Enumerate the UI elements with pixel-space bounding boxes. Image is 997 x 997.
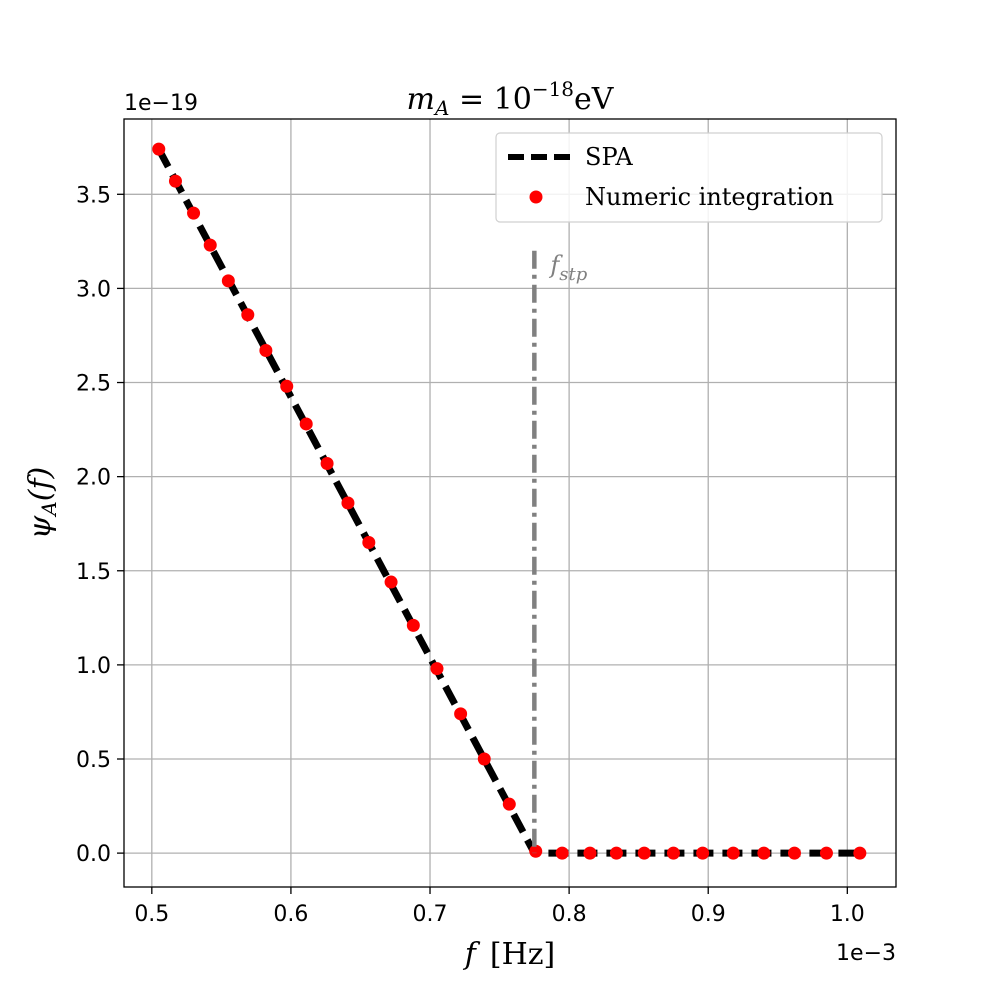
- title-sup: −18: [532, 77, 574, 101]
- legend-swatch-numeric: [529, 190, 543, 204]
- data-point-numeric: [168, 174, 182, 188]
- data-point-numeric: [384, 575, 398, 589]
- data-point-numeric: [502, 797, 516, 811]
- data-point-numeric: [187, 206, 201, 220]
- data-point-numeric: [221, 274, 235, 288]
- data-point-numeric: [637, 846, 651, 860]
- grid: [124, 119, 896, 887]
- data-point-numeric: [320, 456, 334, 470]
- chart-title: mA = 10−18eV: [407, 77, 615, 120]
- x-tick-label: 0.5: [134, 902, 169, 927]
- annotation-layer: fstp: [532, 250, 588, 854]
- fstp-label-sub: stp: [559, 264, 587, 285]
- y-tick-label: 0.0: [76, 842, 111, 867]
- y-axis-label: ψA(f): [23, 467, 61, 540]
- y-offset-label: 1e−19: [124, 91, 198, 116]
- x-tick-label: 0.9: [691, 902, 726, 927]
- data-point-numeric: [152, 142, 166, 156]
- data-point-numeric: [341, 496, 355, 510]
- series-layer: [152, 142, 867, 860]
- y-tick-label: 1.0: [76, 654, 111, 679]
- data-point-numeric: [787, 846, 801, 860]
- data-point-numeric: [666, 846, 680, 860]
- data-point-numeric: [203, 238, 217, 252]
- fstp-label: fstp: [548, 251, 587, 285]
- x-tick-label: 1.0: [830, 902, 865, 927]
- x-axis-label: f [Hz]: [463, 937, 556, 972]
- data-point-numeric: [259, 344, 273, 358]
- x-label-unit: [Hz]: [490, 937, 555, 972]
- data-point-numeric: [529, 844, 543, 858]
- data-point-numeric: [609, 846, 623, 860]
- y-label-base: ψ: [23, 515, 58, 539]
- title-unit: eV: [574, 82, 615, 117]
- y-tick-label: 3.5: [76, 183, 111, 208]
- x-tick-label: 0.6: [273, 902, 308, 927]
- data-point-numeric: [477, 752, 491, 766]
- y-tick-label: 1.5: [76, 560, 111, 585]
- x-label-var: f: [463, 937, 481, 972]
- legend-label-spa: SPA: [585, 143, 633, 171]
- x-tick-label: 0.8: [552, 902, 587, 927]
- data-point-numeric: [583, 846, 597, 860]
- data-point-numeric: [819, 846, 833, 860]
- plot-frame: [123, 118, 897, 888]
- title-eq: = 10: [449, 82, 531, 117]
- x-tick-label: 0.7: [413, 902, 448, 927]
- title-base: m: [407, 82, 435, 117]
- data-point-numeric: [853, 846, 867, 860]
- data-point-numeric: [454, 707, 468, 721]
- y-label-arg: (f): [23, 467, 58, 502]
- data-point-numeric: [757, 846, 771, 860]
- data-point-numeric: [555, 846, 569, 860]
- series-line-spa: [155, 147, 862, 857]
- data-point-numeric: [241, 308, 255, 322]
- data-point-numeric: [362, 536, 376, 550]
- data-point-numeric: [299, 417, 313, 431]
- x-offset-label: 1e−3: [836, 941, 896, 966]
- title-sub: A: [433, 96, 449, 120]
- y-tick-label: 0.5: [76, 748, 111, 773]
- legend-label-numeric: Numeric integration: [585, 183, 834, 211]
- data-point-numeric: [406, 618, 420, 632]
- tick-layer: 0.5 0.6 0.7 0.8 0.9 1.0 0.0 0.5 1.0 1.5 2.0 2.5 3.0 3…: [76, 183, 865, 927]
- data-point-numeric: [430, 662, 444, 676]
- data-point-numeric: [696, 846, 710, 860]
- y-tick-label: 2.5: [76, 372, 111, 397]
- data-point-numeric: [726, 846, 740, 860]
- data-point-numeric: [280, 379, 294, 393]
- y-label-sub: A: [37, 501, 61, 517]
- legend: SPA Numeric integration: [495, 132, 883, 223]
- y-tick-label: 2.0: [76, 466, 111, 491]
- y-tick-label: 3.0: [76, 277, 111, 302]
- legend-box: [495, 132, 883, 223]
